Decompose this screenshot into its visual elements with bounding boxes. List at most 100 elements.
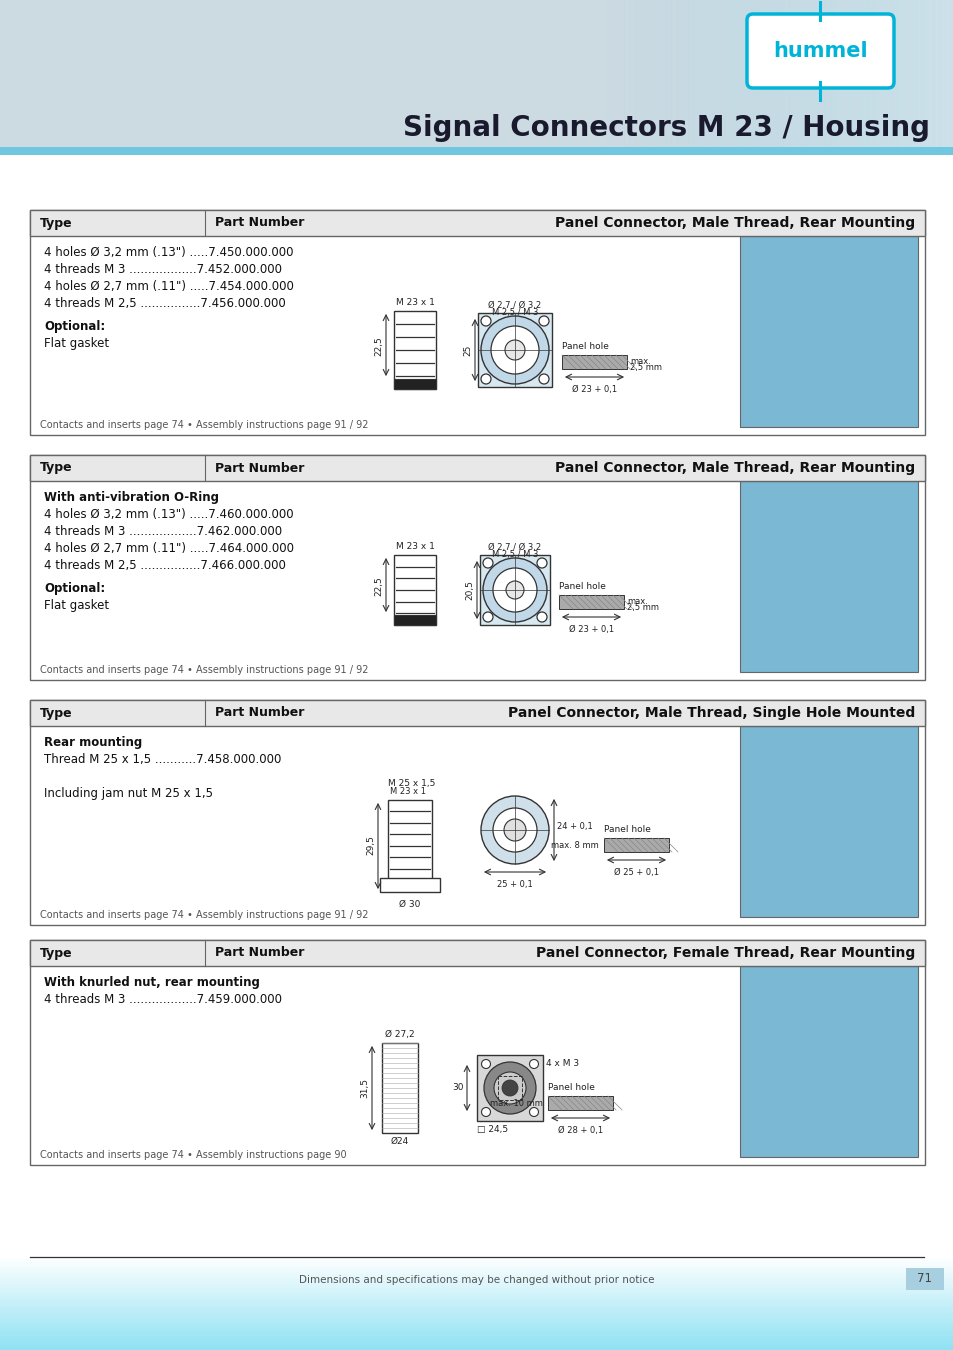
Text: □ 24,5: □ 24,5 bbox=[476, 1125, 508, 1134]
Bar bbox=[0, 1312, 953, 1315]
Text: 25: 25 bbox=[462, 344, 472, 355]
Bar bbox=[497, 1076, 521, 1100]
Bar bbox=[711, 0, 719, 155]
Bar bbox=[740, 967, 917, 1157]
Text: M 23 x 1: M 23 x 1 bbox=[390, 787, 426, 796]
Bar bbox=[776, 0, 783, 155]
Text: Panel hole: Panel hole bbox=[561, 342, 608, 351]
Bar bbox=[0, 1265, 953, 1268]
Circle shape bbox=[504, 340, 524, 360]
Text: Contacts and inserts page 74 • Assembly instructions page 91 / 92: Contacts and inserts page 74 • Assembly … bbox=[40, 910, 368, 919]
Text: 4 threads M 3 ..................7.459.000.000: 4 threads M 3 ..................7.459.00… bbox=[44, 994, 282, 1006]
Bar bbox=[864, 0, 871, 155]
Text: 4 holes Ø 2,7 mm (.11") .....7.464.000.000: 4 holes Ø 2,7 mm (.11") .....7.464.000.0… bbox=[44, 541, 294, 555]
Text: 22,5: 22,5 bbox=[374, 576, 382, 595]
Bar bbox=[629, 0, 636, 155]
Text: Rear mounting: Rear mounting bbox=[44, 736, 142, 749]
Bar bbox=[942, 0, 948, 155]
Bar bbox=[0, 1293, 953, 1296]
Bar bbox=[841, 0, 848, 155]
Bar bbox=[0, 1284, 953, 1287]
Bar bbox=[900, 0, 907, 155]
Bar bbox=[0, 1256, 953, 1258]
Circle shape bbox=[493, 809, 537, 852]
Text: Contacts and inserts page 74 • Assembly instructions page 91 / 92: Contacts and inserts page 74 • Assembly … bbox=[40, 666, 368, 675]
Bar bbox=[718, 0, 724, 155]
Text: 4 threads M 2,5 ................7.456.000.000: 4 threads M 2,5 ................7.456.00… bbox=[44, 297, 286, 310]
Text: Type: Type bbox=[40, 706, 72, 720]
Circle shape bbox=[481, 1060, 490, 1068]
Circle shape bbox=[480, 796, 548, 864]
Text: 71: 71 bbox=[917, 1273, 931, 1285]
Bar bbox=[923, 0, 930, 155]
Bar bbox=[906, 0, 913, 155]
Bar bbox=[0, 1315, 953, 1318]
Text: 4 threads M 2,5 ................7.466.000.000: 4 threads M 2,5 ................7.466.00… bbox=[44, 559, 286, 572]
Bar bbox=[688, 0, 695, 155]
Text: 22,5: 22,5 bbox=[374, 336, 382, 356]
Text: With anti-vibration O-Ring: With anti-vibration O-Ring bbox=[44, 491, 219, 504]
Bar bbox=[646, 0, 654, 155]
Bar bbox=[782, 0, 789, 155]
Text: 25 + 0,1: 25 + 0,1 bbox=[497, 880, 533, 890]
Bar bbox=[0, 1316, 953, 1320]
Text: Signal Connectors M 23 / Housing: Signal Connectors M 23 / Housing bbox=[402, 113, 929, 142]
Text: 24 + 0,1: 24 + 0,1 bbox=[557, 822, 592, 830]
Text: hummel: hummel bbox=[772, 40, 867, 61]
Circle shape bbox=[503, 819, 525, 841]
Circle shape bbox=[491, 325, 538, 374]
Bar bbox=[640, 0, 647, 155]
Circle shape bbox=[482, 558, 493, 568]
Text: max. 10 mm: max. 10 mm bbox=[490, 1099, 542, 1107]
Bar bbox=[635, 0, 641, 155]
Bar bbox=[0, 1305, 953, 1308]
Bar bbox=[0, 1288, 953, 1292]
Bar bbox=[599, 0, 606, 155]
Bar bbox=[603, 838, 668, 852]
Text: Ø 28 + 0,1: Ø 28 + 0,1 bbox=[558, 1126, 602, 1135]
Bar bbox=[558, 595, 623, 609]
Bar bbox=[853, 0, 860, 155]
Text: max.: max. bbox=[626, 597, 647, 606]
Text: 29,5: 29,5 bbox=[366, 836, 375, 855]
Bar bbox=[888, 0, 895, 155]
Bar bbox=[30, 455, 924, 680]
Bar bbox=[740, 0, 748, 155]
Bar bbox=[947, 0, 953, 155]
Bar bbox=[764, 0, 771, 155]
Bar bbox=[770, 0, 778, 155]
Text: Part Number: Part Number bbox=[214, 462, 304, 474]
Bar bbox=[700, 0, 706, 155]
Bar bbox=[676, 0, 683, 155]
Bar bbox=[735, 0, 741, 155]
Text: 31,5: 31,5 bbox=[359, 1079, 369, 1098]
Bar bbox=[30, 211, 924, 236]
Bar bbox=[870, 0, 878, 155]
Text: Including jam nut M 25 x 1,5: Including jam nut M 25 x 1,5 bbox=[44, 787, 213, 801]
Text: 30: 30 bbox=[452, 1084, 463, 1092]
Text: Part Number: Part Number bbox=[214, 216, 304, 230]
Text: M 25 x 1,5: M 25 x 1,5 bbox=[388, 779, 435, 788]
Text: Contacts and inserts page 74 • Assembly instructions page 91 / 92: Contacts and inserts page 74 • Assembly … bbox=[40, 420, 368, 431]
Bar bbox=[0, 1257, 953, 1261]
Bar bbox=[918, 0, 924, 155]
Bar bbox=[0, 1341, 953, 1343]
Bar bbox=[894, 0, 901, 155]
Text: 4 x M 3: 4 x M 3 bbox=[545, 1058, 578, 1068]
Bar bbox=[0, 1281, 953, 1284]
Bar bbox=[561, 355, 626, 369]
Text: Optional:: Optional: bbox=[44, 320, 105, 333]
Bar bbox=[0, 1266, 953, 1270]
Bar bbox=[0, 1319, 953, 1323]
Text: max.: max. bbox=[629, 356, 650, 366]
Bar bbox=[740, 481, 917, 672]
Circle shape bbox=[538, 374, 548, 383]
Text: Dimensions and specifications may be changed without prior notice: Dimensions and specifications may be cha… bbox=[299, 1274, 654, 1285]
Bar bbox=[0, 155, 953, 1350]
Bar bbox=[0, 1262, 953, 1265]
Bar bbox=[800, 0, 806, 155]
Bar bbox=[0, 147, 953, 155]
Bar bbox=[30, 940, 924, 967]
Circle shape bbox=[538, 316, 548, 325]
Text: With knurled nut, rear mounting: With knurled nut, rear mounting bbox=[44, 976, 259, 990]
